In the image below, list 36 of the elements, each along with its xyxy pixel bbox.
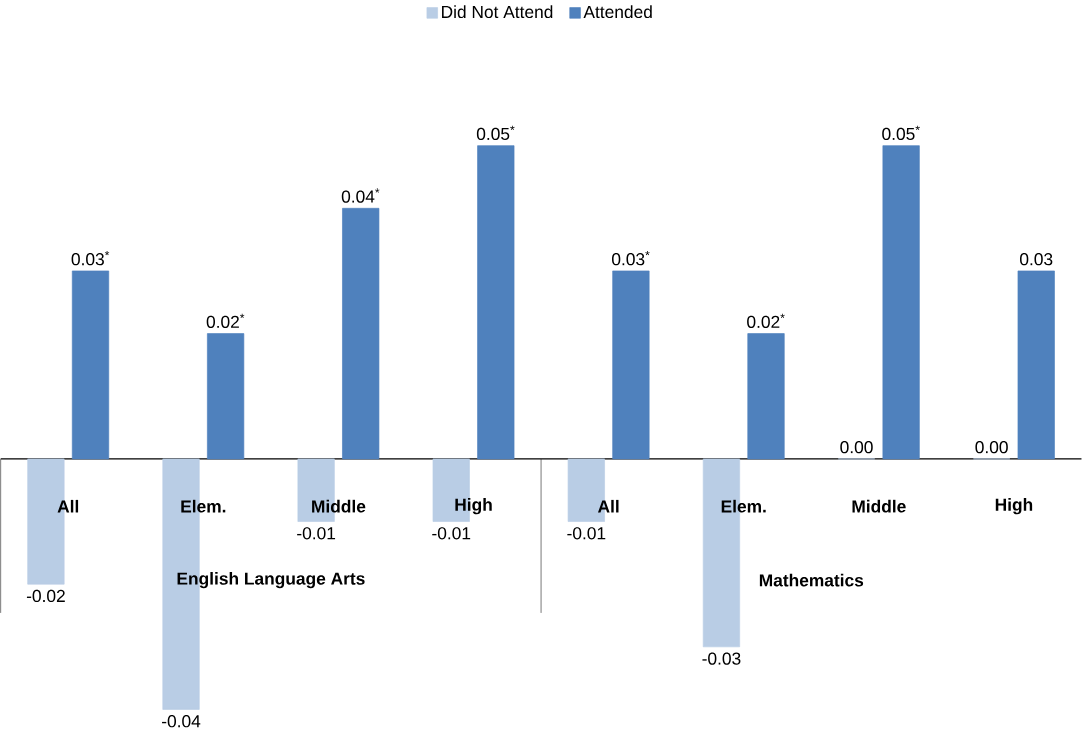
x-tick-label: Elem.: [181, 499, 226, 513]
bar: [882, 145, 920, 460]
x-tick-label: Middle: [852, 499, 906, 513]
data-label: 0.00: [975, 441, 1008, 454]
bar: [207, 333, 245, 460]
bar: [71, 270, 110, 460]
annotation: Mathematics: [759, 573, 864, 587]
data-label: -0.01: [432, 527, 471, 540]
data-label: -0.01: [567, 527, 606, 540]
bar: [1017, 270, 1055, 460]
bar: [342, 208, 380, 460]
annotation: English Language Arts: [177, 572, 365, 589]
x-tick-label: Elem.: [721, 499, 766, 513]
data-label: 0.02$^{*}$: [206, 313, 245, 329]
data-label: -0.01: [297, 527, 336, 540]
data-label: 0.04$^{*}$: [341, 188, 380, 203]
x-tick-label: All: [57, 500, 79, 513]
bar: [612, 270, 650, 460]
x-tick-label: High: [455, 498, 492, 515]
legend-label: Attended: [583, 5, 652, 19]
x-tick-label: Middle: [312, 499, 366, 513]
data-label: 0.03$^{*}$: [71, 251, 110, 266]
legend-label: Did Not Attend: [442, 5, 553, 19]
data-label: -0.02: [26, 589, 65, 603]
bar: [477, 145, 515, 460]
x-tick-label: High: [995, 498, 1033, 515]
data-label: 0.02$^{*}$: [747, 313, 785, 329]
data-label: 0.03$^{*}$: [612, 251, 650, 266]
x-tick-label: All: [597, 500, 619, 513]
data-label: -0.03: [702, 652, 741, 665]
data-label: 0.05$^{*}$: [476, 125, 515, 141]
data-label: 0.05$^{*}$: [882, 125, 920, 141]
data-label: 0.00: [840, 441, 873, 454]
bar: [747, 333, 785, 460]
data-label: 0.03: [1020, 253, 1053, 266]
data-label: -0.04: [162, 715, 201, 728]
